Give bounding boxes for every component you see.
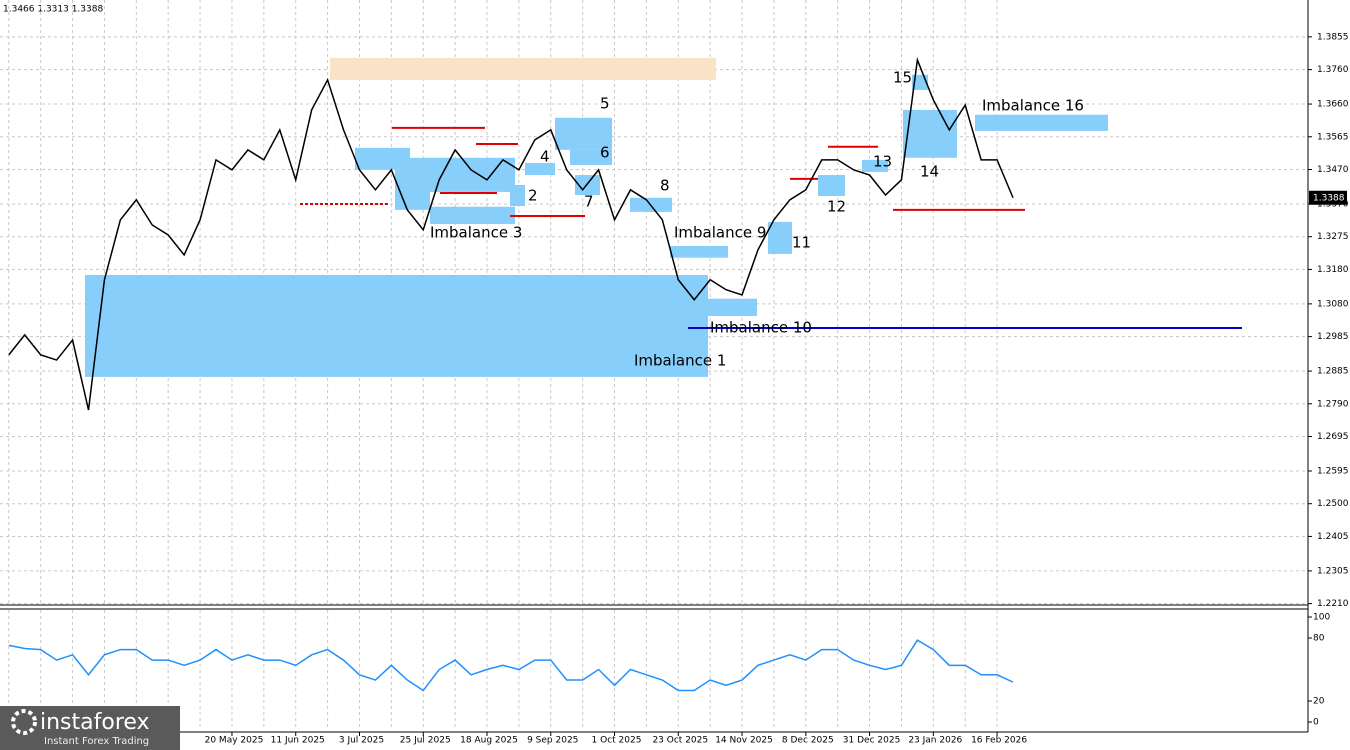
zone-label: 7 — [584, 193, 594, 211]
watermark: instaforex Instant Forex Trading — [0, 706, 180, 750]
x-tick-label: 18 Aug 2025 — [460, 736, 518, 746]
last-price-box — [1309, 190, 1347, 205]
y-tick-label: 80 — [1313, 634, 1325, 644]
watermark-tagline: Instant Forex Trading — [44, 736, 149, 747]
x-tick-label: 8 Dec 2025 — [782, 736, 834, 746]
watermark-logo — [11, 709, 37, 735]
zone-label: Imbalance 16 — [982, 97, 1084, 115]
x-tick-label: 20 May 2025 — [205, 736, 264, 746]
imbalance-zone — [670, 245, 728, 258]
y-tick-label: 1.3660 — [1317, 100, 1349, 110]
y-tick-label: 100 — [1313, 613, 1330, 623]
x-tick-label: 25 Jul 2025 — [400, 736, 451, 746]
y-tick-label: 1.2985 — [1317, 332, 1349, 342]
y-tick-label: 1.2595 — [1317, 466, 1349, 476]
x-tick-label: 1 Oct 2025 — [592, 736, 642, 746]
x-tick-label: 23 Jan 2026 — [908, 736, 962, 746]
imbalance-zone — [85, 274, 708, 377]
zone-label: 11 — [792, 234, 811, 252]
x-tick-label: 16 Feb 2026 — [971, 736, 1027, 746]
zone-label: Imbalance 9 — [674, 224, 766, 242]
zone-label: 12 — [827, 198, 846, 216]
y-tick-label: 1.2210 — [1317, 599, 1349, 609]
imbalance-zone — [708, 298, 757, 316]
x-tick-label: 3 Jul 2025 — [339, 736, 384, 746]
y-tick-label: 1.2885 — [1317, 367, 1349, 377]
y-tick-label: 1.2500 — [1317, 499, 1349, 509]
imbalance-zone — [555, 117, 612, 150]
x-tick-label: 9 Sep 2025 — [527, 736, 578, 746]
imbalance-zone — [355, 147, 410, 170]
x-tick-label: 31 Dec 2025 — [843, 736, 901, 746]
y-tick-label: 1.3275 — [1317, 232, 1349, 242]
zone-label: 15 — [893, 69, 912, 87]
watermark-brand: instaforex — [40, 710, 150, 735]
y-tick-label: 1.3080 — [1317, 299, 1349, 309]
y-tick-label: 0 — [1313, 718, 1319, 728]
y-tick-label: 1.2305 — [1317, 566, 1349, 576]
imbalance-zone — [862, 159, 888, 172]
zone-label: 2 — [528, 187, 538, 205]
zone-label: 13 — [873, 153, 892, 171]
zone-label: 14 — [920, 163, 939, 181]
y-tick-label: 1.3180 — [1317, 265, 1349, 275]
zone-label: 6 — [600, 144, 610, 162]
imbalance-zone — [525, 162, 555, 176]
last-price-label: 1.3388 — [1313, 193, 1345, 203]
imbalance-zone — [768, 221, 792, 254]
zone-label: Imbalance 3 — [430, 224, 522, 242]
imbalance-zone — [410, 157, 515, 192]
imbalance-zone — [818, 175, 845, 197]
y-tick-label: 1.3470 — [1317, 165, 1349, 175]
zone-label: 8 — [660, 177, 670, 195]
imbalance-zone — [575, 175, 600, 196]
y-tick-label: 20 — [1313, 697, 1325, 707]
zone-label: 4 — [540, 148, 550, 166]
imbalance-zone — [430, 206, 515, 224]
y-tick-label: 1.2695 — [1317, 432, 1349, 442]
header-values: 1.3466 1.3313 1.3388 — [3, 5, 103, 15]
zone-label: Imbalance 1 — [634, 352, 726, 370]
y-tick-label: 1.3855 — [1317, 32, 1349, 42]
imbalance-zone — [330, 57, 716, 80]
x-tick-label: 14 Nov 2025 — [715, 736, 773, 746]
x-tick-label: 23 Oct 2025 — [652, 736, 708, 746]
zone-label: Imbalance 10 — [710, 319, 812, 337]
y-tick-label: 1.2405 — [1317, 532, 1349, 542]
imbalance-zone — [975, 114, 1108, 131]
zone-label: 5 — [600, 95, 610, 113]
y-tick-label: 1.3760 — [1317, 65, 1349, 75]
imbalance-zone — [903, 109, 957, 158]
price-line — [8, 57, 1014, 411]
y-tick-label: 1.3565 — [1317, 132, 1349, 142]
rsi-line — [8, 639, 1014, 692]
imbalance-zone — [570, 149, 612, 166]
y-tick-label: 1.2790 — [1317, 399, 1349, 409]
x-tick-label: 11 Jun 2025 — [271, 736, 325, 746]
